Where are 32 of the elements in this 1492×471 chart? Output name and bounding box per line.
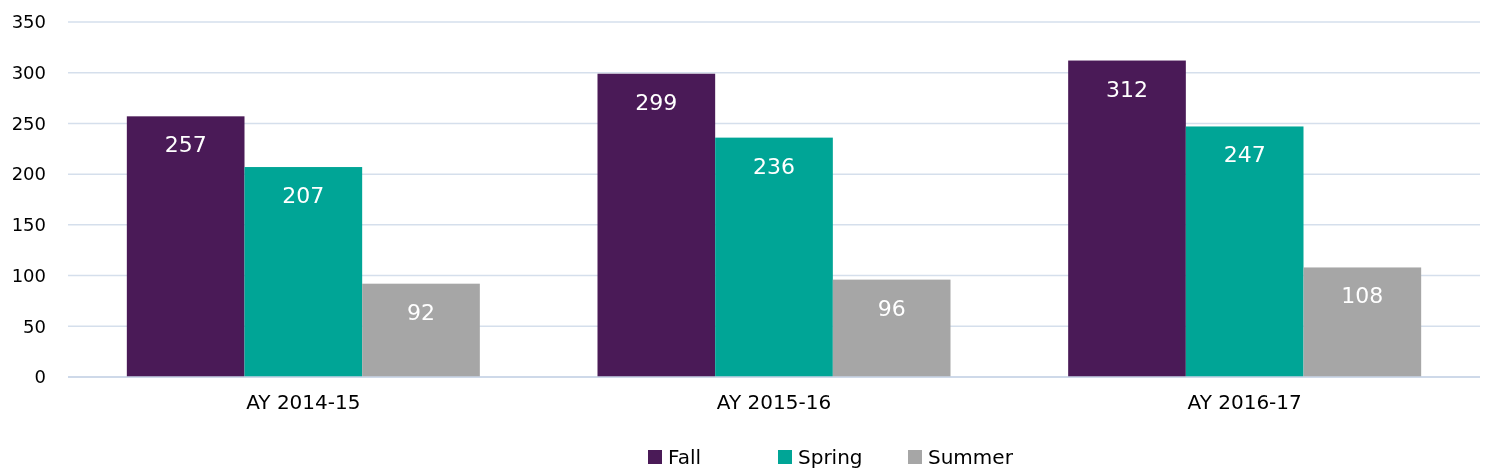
bar <box>362 283 480 377</box>
y-tick-label: 150 <box>11 214 46 236</box>
data-label: 299 <box>635 89 678 115</box>
y-tick-label: 300 <box>11 62 46 84</box>
legend-label: Summer <box>928 445 1014 469</box>
data-label: 96 <box>877 295 906 321</box>
x-tick-label: AY 2014-15 <box>246 390 361 414</box>
data-label: 207 <box>282 183 325 209</box>
bar <box>832 279 951 377</box>
bar <box>715 137 833 377</box>
legend-label: Spring <box>798 445 863 469</box>
data-label: 257 <box>164 132 207 158</box>
data-label: 236 <box>753 153 795 179</box>
bar <box>1068 60 1186 377</box>
x-tick-label: AY 2015-16 <box>716 390 832 414</box>
y-tick-label: 0 <box>34 366 46 388</box>
bar <box>597 73 716 377</box>
legend-label: Fall <box>668 445 702 469</box>
data-label: 92 <box>407 299 435 325</box>
bar <box>1185 126 1304 377</box>
y-tick-label: 100 <box>11 264 46 286</box>
data-label: 108 <box>1341 283 1384 309</box>
y-tick-label: 50 <box>23 315 46 337</box>
y-tick-label: 250 <box>11 112 46 134</box>
bar <box>244 167 363 377</box>
bar <box>1303 267 1422 377</box>
data-label: 247 <box>1223 142 1266 168</box>
y-tick-label: 200 <box>11 163 46 185</box>
x-tick-label: AY 2016-17 <box>1187 390 1302 414</box>
y-tick-label: 350 <box>11 11 46 33</box>
data-label: 312 <box>1106 76 1148 102</box>
bar <box>126 116 245 377</box>
